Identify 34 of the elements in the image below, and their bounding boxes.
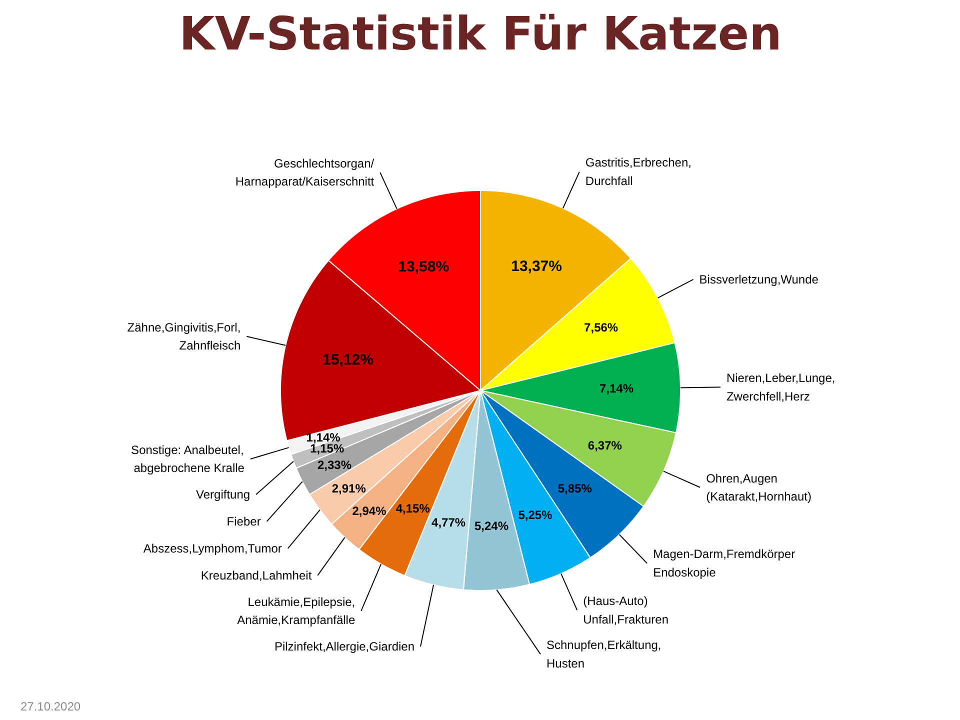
slice-label: Pilzinfekt,Allergie,Giardien (274, 639, 414, 654)
data-label: 4,15% (396, 501, 430, 516)
slice-label: Zähne,Gingivitis,Forl, Zahnfleisch (127, 320, 241, 353)
slice-label: Schnupfen,Erkältung, Husten (546, 638, 662, 670)
slice-label: (Haus-Auto) Unfall,Frakturen (583, 594, 668, 626)
chart-title: KV-Statistik Für Katzen (179, 6, 782, 60)
data-label: 2,33% (317, 458, 352, 472)
slice-label: Nieren,Leber,Lunge, Zwerchfell,Herz (726, 371, 836, 404)
data-label: 7,56% (584, 320, 618, 335)
slice-label: Vergiftung (196, 487, 250, 502)
slice-label: Kreuzband,Lahmheit (200, 568, 312, 582)
data-label: 15,12% (322, 351, 374, 368)
data-label: 13,58% (398, 258, 450, 276)
slice-label: Fieber (226, 514, 261, 528)
slice-label: Ohren,Augen (Katarakt,Hornhaut) (706, 471, 812, 504)
slice-label: Geschlechtsorgan/ Harnapparat/Kaiserschnitt (235, 156, 375, 189)
slice-label: Gastritis,Erbrechen, Durchfall (585, 156, 692, 188)
data-label: 13,37% (511, 258, 562, 276)
data-label: 7,14% (599, 382, 634, 396)
slice-label: Bissverletzung,Wunde (699, 272, 819, 286)
data-label: 5,24% (474, 519, 509, 534)
slice-label: Sonstige: Analbeutel, abgebrochene Kralle (131, 442, 245, 476)
data-label: 2,91% (332, 481, 366, 496)
slice-label: Abszess,Lymphom,Tumor (143, 541, 282, 556)
slice-label: Leukämie,Epilepsie, Anämie,Krampfanfälle (237, 594, 356, 628)
data-label: 2,94% (352, 504, 387, 518)
text: 27.10.2020 (20, 700, 81, 714)
data-label: 1,15% (310, 442, 344, 456)
data-label: 1,14% (306, 430, 341, 444)
slice-label: Magen-Darm,Fremdkörper Endoskopie (653, 547, 796, 580)
data-label: 5,25% (518, 508, 553, 522)
data-label: 4,77% (432, 516, 466, 530)
data-label: 5,85% (558, 481, 592, 496)
data-label: 6,37% (588, 438, 622, 452)
